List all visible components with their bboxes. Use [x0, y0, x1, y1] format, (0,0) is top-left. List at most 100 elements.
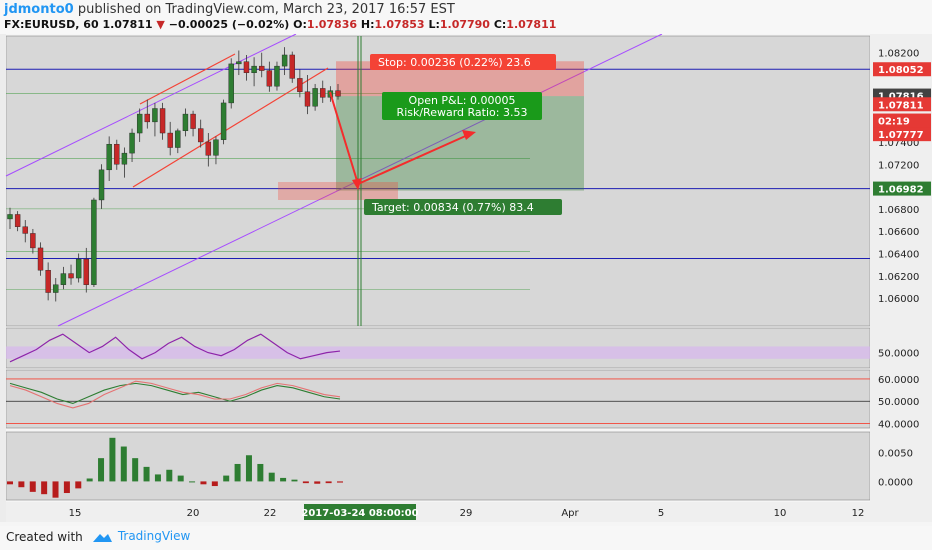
candle-body-5	[45, 270, 51, 293]
macd-bar-5	[63, 481, 70, 494]
arrow-down-line	[329, 91, 359, 185]
time-tag: 2017-03-24 08:00:00	[301, 508, 418, 519]
xtick-6: 10	[774, 508, 787, 519]
candle-body-1	[14, 214, 21, 227]
candle-body-9	[75, 258, 82, 279]
xtick-3: 29	[460, 508, 473, 519]
arrow-up-head	[462, 130, 476, 140]
xtick-5: 5	[658, 508, 664, 519]
stop-label-box	[370, 54, 556, 70]
xtick-7: 12	[852, 508, 865, 519]
candle-body-30	[236, 61, 242, 65]
rr-label: Risk/Reward Ratio: 3.53	[397, 106, 528, 119]
red-channel-lower	[132, 67, 329, 188]
candle-body-8	[68, 273, 74, 279]
price-tag-2: 1.07811	[878, 100, 924, 111]
stoch-ytick-2: 40.0000	[878, 420, 919, 431]
macd-bar-18	[211, 481, 218, 487]
publish-line: jdmonto0 published on TradingView.com, M…	[4, 2, 455, 17]
macd-ytick-1: 0.0000	[878, 477, 913, 488]
candle-body-25	[197, 128, 204, 143]
tradingview-brand: TradingView	[117, 529, 191, 543]
price-tag-5: 1.06982	[878, 185, 924, 196]
price-tag-4: 1.07777	[878, 130, 924, 141]
candle-body-24	[190, 113, 196, 129]
macd-bar-13	[154, 474, 161, 482]
macd-bar-24	[280, 477, 287, 482]
main-ytick-6: 1.06400	[878, 250, 919, 261]
chart-header: jdmonto0 published on TradingView.com, M…	[0, 0, 932, 34]
macd-bar-15	[177, 475, 184, 482]
target-label-box	[364, 199, 562, 215]
candle-body-23	[182, 113, 189, 132]
candle-body-16	[129, 132, 135, 154]
close-label: C:	[493, 18, 507, 31]
left-strip	[0, 34, 6, 522]
publish-info: published on TradingView.com, March 23, …	[77, 2, 455, 17]
channel-upper-line	[5, 34, 297, 177]
stoch-line-0	[9, 382, 341, 405]
low-value: 1.07790	[439, 18, 490, 31]
main-ytick-2: 1.07200	[878, 160, 919, 171]
stoch-ytick-1: 50.0000	[878, 397, 919, 408]
macd-bar-3	[41, 481, 48, 495]
candle-body-41	[320, 88, 326, 98]
price-tag-box-5	[873, 181, 931, 196]
macd-bar-11	[132, 458, 139, 482]
pane-stoch-bg	[5, 369, 871, 429]
rsi-line	[9, 333, 341, 363]
candle-body-12	[98, 169, 105, 201]
author-link[interactable]: jdmonto0	[4, 2, 74, 17]
main-ytick-7: 1.06200	[878, 272, 919, 283]
macd-bar-9	[109, 437, 116, 482]
macd-bar-6	[75, 481, 82, 489]
candle-body-27	[213, 139, 219, 156]
macd-bar-29	[337, 481, 343, 483]
footer: Created with TradingView	[0, 526, 932, 550]
chart-canvas[interactable]: 1.082001.074001.072001.070001.068001.066…	[0, 34, 932, 526]
macd-bar-4	[52, 481, 59, 498]
stoch-ytick-0: 60.0000	[878, 375, 919, 386]
candle-body-15	[121, 152, 128, 165]
tradingview-logo[interactable]: TradingView	[90, 529, 190, 543]
candle-body-40	[312, 88, 318, 107]
arrow-up-line	[357, 133, 471, 185]
stoch-line-1	[9, 380, 341, 409]
pnl-label: Open P&L: 0.00005	[409, 94, 516, 107]
macd-bar-14	[166, 469, 173, 482]
close-value: 1.07811	[506, 18, 557, 31]
macd-bar-2	[29, 481, 36, 492]
low-label: L:	[428, 18, 440, 31]
price-tag-box-2	[873, 97, 931, 112]
last-price: 1.07811	[102, 18, 153, 31]
stop-label: Stop: 0.00236 (0.22%) 23.6	[378, 56, 531, 69]
candle-body-32	[251, 65, 257, 74]
candle-body-4	[37, 247, 44, 271]
symbol-label[interactable]: FX:EURUSD, 60	[4, 18, 99, 31]
candle-body-38	[297, 78, 303, 92]
high-value: 1.07853	[374, 18, 425, 31]
macd-bar-12	[143, 466, 150, 482]
xtick-1: 20	[187, 508, 200, 519]
candle-body-17	[136, 113, 143, 134]
price-change: −0.00025 (−0.02%)	[168, 18, 290, 31]
open-value: 1.07836	[306, 18, 358, 31]
red-channel-upper	[139, 53, 236, 105]
candle-body-3	[30, 233, 36, 249]
macd-bar-16	[189, 481, 196, 483]
main-ytick-0: 1.08200	[878, 49, 919, 60]
down-triangle-icon: ▼	[156, 18, 165, 31]
macd-ytick-0: 0.0050	[878, 448, 913, 459]
macd-bar-7	[86, 478, 93, 482]
candle-body-29	[228, 63, 234, 104]
candle-body-22	[175, 130, 181, 148]
arrow-down-head	[352, 178, 362, 190]
cloud-icon	[93, 533, 112, 542]
macd-bar-26	[302, 481, 309, 484]
main-ytick-5: 1.06600	[878, 227, 919, 238]
created-with-label: Created with	[6, 530, 83, 544]
price-tag-box-4	[873, 127, 931, 142]
macd-bar-28	[325, 481, 332, 484]
time-tag-box	[304, 504, 416, 520]
main-ytick-1: 1.07400	[878, 138, 919, 149]
